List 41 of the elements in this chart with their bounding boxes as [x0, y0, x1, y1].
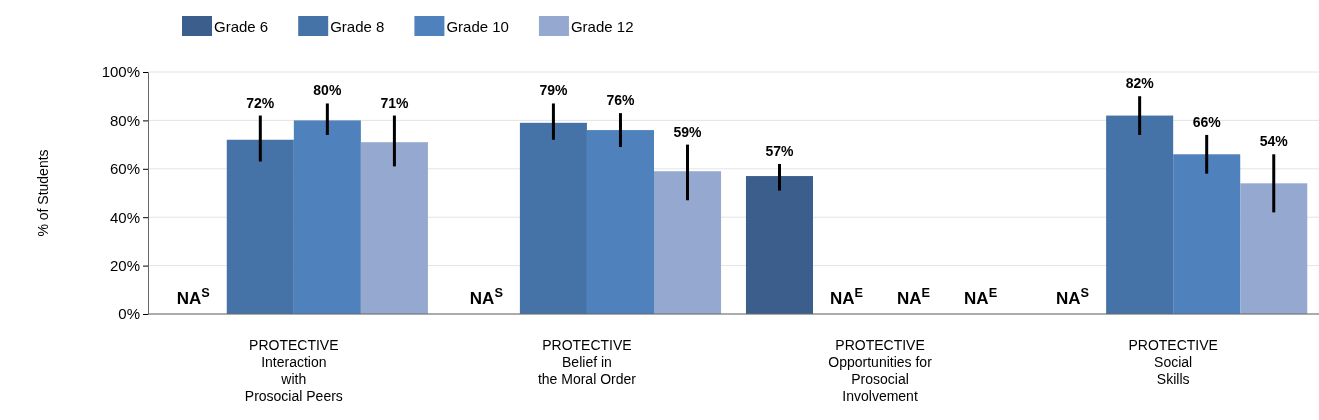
bar: [519, 122, 587, 314]
bar: [586, 130, 654, 314]
data-label: 57%: [765, 142, 795, 159]
legend-label: Grade 6: [214, 18, 269, 35]
y-tick-label: 20%: [109, 256, 140, 274]
data-label: 54%: [1259, 133, 1289, 150]
data-label: 76%: [606, 92, 636, 109]
y-tick-label: 60%: [109, 160, 140, 178]
y-tick-label: 0%: [118, 305, 140, 323]
x-tick-label: PROTECTIVE Belief in the Moral Order: [537, 337, 637, 387]
bar: [1106, 115, 1174, 314]
y-axis-title: % of Students: [35, 149, 51, 237]
data-label: 82%: [1125, 75, 1155, 92]
text: NA$^{E}$: [897, 284, 931, 308]
text: NA$^{S}$: [469, 284, 503, 308]
y-tick-label: 100%: [101, 63, 140, 81]
bar: [293, 120, 361, 314]
bar: [653, 171, 722, 314]
y-tick-label: 80%: [109, 111, 140, 129]
bar: [1173, 154, 1241, 314]
x-tick-label: PROTECTIVE Social Skills: [1128, 337, 1218, 387]
bar: [226, 139, 294, 314]
data-label: 80%: [313, 82, 342, 99]
data-label: 66%: [1192, 113, 1222, 130]
data-label: 71%: [380, 94, 409, 111]
text: NA$^{S}$: [1056, 284, 1090, 308]
legend-label: Grade 12: [570, 18, 634, 35]
text: NA$^{E}$: [964, 284, 998, 308]
bar: [1240, 183, 1308, 314]
data-label: 59%: [673, 123, 703, 140]
x-tick-label: PROTECTIVE Opportunities for Prosocial Involvement: [828, 337, 933, 404]
legend-label: Grade 8: [330, 18, 385, 35]
x-tick-label: PROTECTIVE Interaction with Prosocial Peers: [244, 337, 343, 404]
bar: [745, 176, 814, 314]
data-label: 79%: [539, 82, 568, 99]
bar: [360, 142, 428, 314]
legend-label: Grade 10: [446, 18, 509, 35]
y-tick-label: 40%: [109, 208, 140, 226]
data-label: 72%: [246, 94, 275, 111]
text: NA$^{S}$: [176, 284, 210, 308]
text: NA$^{E}$: [829, 284, 864, 308]
